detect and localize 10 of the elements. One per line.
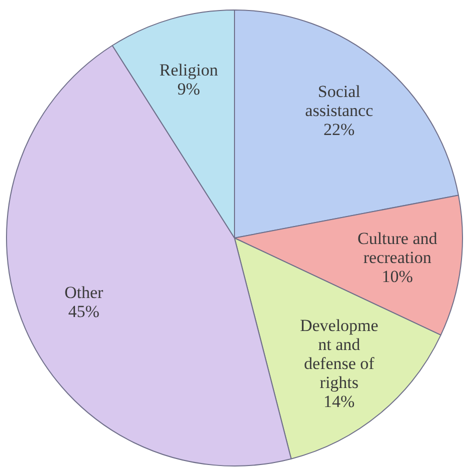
slice-label: Culture and recreation [357,229,438,268]
slice-label: Religion [159,60,218,80]
data-label: 22% [324,120,355,139]
slice-label: Developme nt and defense of rights [300,316,378,392]
data-label: 45% [68,302,100,322]
data-label: 14% [324,392,355,411]
data-label: 9% [177,79,200,98]
slice-label: Social assistancc [305,82,374,120]
data-label: 10% [382,267,413,286]
slice-label: Other [64,283,104,302]
